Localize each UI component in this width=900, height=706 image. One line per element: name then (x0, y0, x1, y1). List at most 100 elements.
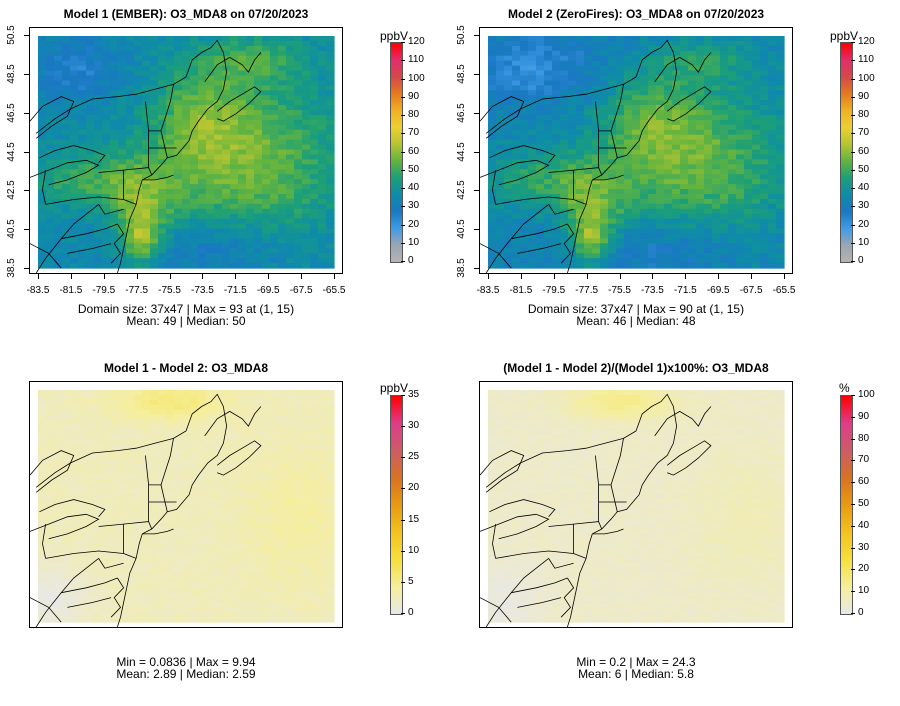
grid-cell (198, 233, 207, 239)
grid-cell (632, 198, 641, 205)
grid-cell (150, 394, 159, 401)
grid-cell (326, 70, 335, 77)
grid-cell (222, 40, 231, 47)
grid-cell (166, 518, 175, 524)
grid-cell (62, 523, 71, 529)
grid-cell (70, 543, 79, 549)
grid-cell (158, 213, 167, 220)
grid-cell (214, 193, 223, 200)
grid-cell (616, 193, 625, 200)
grid-cell (584, 105, 593, 111)
grid-cell (680, 164, 689, 170)
grid-cell (254, 233, 263, 239)
grid-cell (262, 503, 271, 510)
grid-cell (760, 105, 769, 111)
grid-cell (230, 523, 239, 529)
grid-cell (174, 50, 183, 57)
grid-cell (118, 50, 127, 57)
grid-cell (78, 414, 87, 421)
grid-cell (198, 557, 207, 564)
grid-cell (126, 164, 135, 170)
grid-cell (94, 60, 103, 67)
grid-cell (768, 119, 777, 126)
grid-cell (166, 498, 175, 505)
grid-cell (94, 508, 103, 515)
grid-cell (254, 518, 263, 524)
grid-cell (632, 258, 641, 264)
grid-cell (206, 149, 215, 156)
grid-cell (86, 40, 95, 47)
grid-cell (78, 154, 87, 161)
grid-cell (38, 390, 47, 396)
grid-cell (230, 60, 239, 67)
grid-cell (318, 55, 327, 62)
grid-cell (110, 444, 119, 450)
grid-cell (326, 213, 335, 220)
grid-cell (174, 404, 183, 411)
grid-cell (512, 105, 521, 111)
grid-cell (278, 493, 287, 500)
grid-cell (576, 60, 585, 67)
grid-cell (86, 518, 95, 524)
grid-cell (632, 149, 641, 156)
grid-cell (544, 218, 553, 225)
grid-cell (744, 110, 753, 116)
grid-cell (166, 198, 175, 205)
grid-cell (174, 149, 183, 156)
grid-cell (238, 498, 247, 505)
grid-cell (302, 567, 311, 574)
grid-cell (46, 557, 55, 564)
grid-cell (78, 65, 87, 72)
grid-cell (608, 50, 617, 57)
grid-cell (94, 538, 103, 544)
grid-cell (528, 169, 537, 175)
grid-cell (94, 390, 103, 396)
grid-cell (776, 213, 785, 220)
grid-cell (664, 238, 673, 244)
grid-cell (720, 189, 729, 195)
grid-cell (672, 203, 681, 210)
grid-cell (262, 493, 271, 500)
grid-cell (744, 218, 753, 225)
grid-cell (488, 218, 497, 225)
grid-cell (728, 50, 737, 57)
grid-cell (528, 198, 537, 205)
grid-cell (302, 119, 311, 126)
grid-cell (70, 454, 79, 460)
grid-cell (568, 174, 577, 180)
grid-cell (70, 208, 79, 215)
grid-cell (310, 567, 319, 574)
grid-cell (752, 238, 761, 244)
grid-cell (102, 478, 111, 485)
grid-cell (712, 164, 721, 170)
grid-cell (728, 95, 737, 101)
grid-cell (520, 243, 529, 249)
grid-cell (134, 414, 143, 421)
grid-cell (150, 114, 159, 121)
grid-cell (206, 70, 215, 77)
grid-cell (326, 238, 335, 244)
grid-cell (198, 547, 207, 554)
grid-cell (222, 95, 231, 101)
grid-cell (592, 119, 601, 126)
grid-cell (198, 258, 207, 264)
grid-cell (142, 218, 151, 225)
grid-cell (680, 36, 689, 42)
grid-cell (648, 218, 657, 225)
grid-cell (326, 552, 335, 559)
grid-cell (214, 459, 223, 465)
grid-cell (54, 394, 63, 401)
grid-cell (752, 45, 761, 52)
grid-cell (166, 258, 175, 264)
grid-cell (262, 414, 271, 421)
grid-cell (600, 248, 609, 254)
grid-cell (664, 184, 673, 190)
grid-cell (696, 179, 705, 185)
grid-cell (182, 439, 191, 445)
grid-cell (126, 518, 135, 524)
grid-cell (150, 105, 159, 111)
grid-cell (728, 134, 737, 141)
grid-cell (704, 238, 713, 244)
grid-cell (616, 70, 625, 77)
grid-cell (270, 444, 279, 450)
